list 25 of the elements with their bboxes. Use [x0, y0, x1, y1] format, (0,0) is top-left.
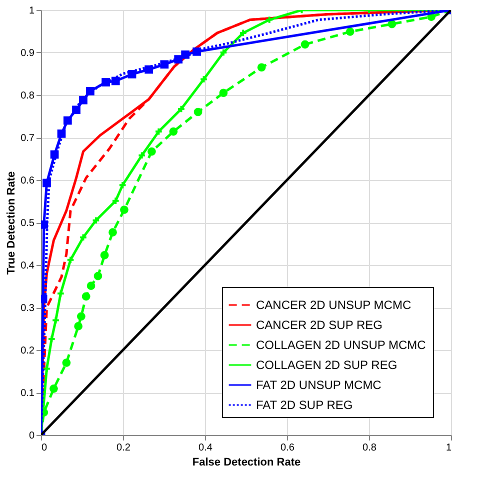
x-tick-label: 0.8: [362, 442, 377, 454]
y-tick-label: 0.6: [20, 176, 35, 186]
x-tick-label: 0.2: [116, 442, 131, 454]
y-tick-label: 0.9: [20, 48, 35, 59]
y-tick-label: 0.8: [20, 90, 35, 102]
legend-label: CANCER 2D UNSUP MCMC: [256, 298, 412, 312]
x-tick-label: 0.4: [198, 442, 213, 454]
x-tick-label: 0.6: [280, 442, 295, 454]
y-tick-label: 0.3: [20, 303, 35, 314]
y-tick-label: 0.4: [20, 260, 35, 272]
x-tick-label: 0: [42, 442, 48, 454]
x-tick-label: 1: [446, 442, 452, 454]
y-axis-title: True Detection Rate: [6, 171, 18, 275]
legend-label: FAT 2D SUP REG: [256, 398, 353, 412]
legend-label: COLLAGEN 2D SUP REG: [256, 358, 398, 372]
y-tick-label: 0: [28, 430, 35, 442]
x-axis-title: False Detection Rate: [192, 456, 301, 468]
legend-label: COLLAGEN 2D UNSUP MCMC: [256, 338, 426, 352]
y-tick-label: 0.2: [20, 346, 35, 356]
y-tick-label: 0.5: [20, 218, 35, 229]
legend-label: CANCER 2D SUP REG: [256, 318, 382, 332]
legend-label: FAT 2D UNSUP MCMC: [256, 378, 382, 392]
y-tick-label: 0.1: [20, 388, 35, 399]
y-tick-label: 1: [28, 6, 35, 16]
y-tick-label: 0.7: [20, 133, 35, 144]
